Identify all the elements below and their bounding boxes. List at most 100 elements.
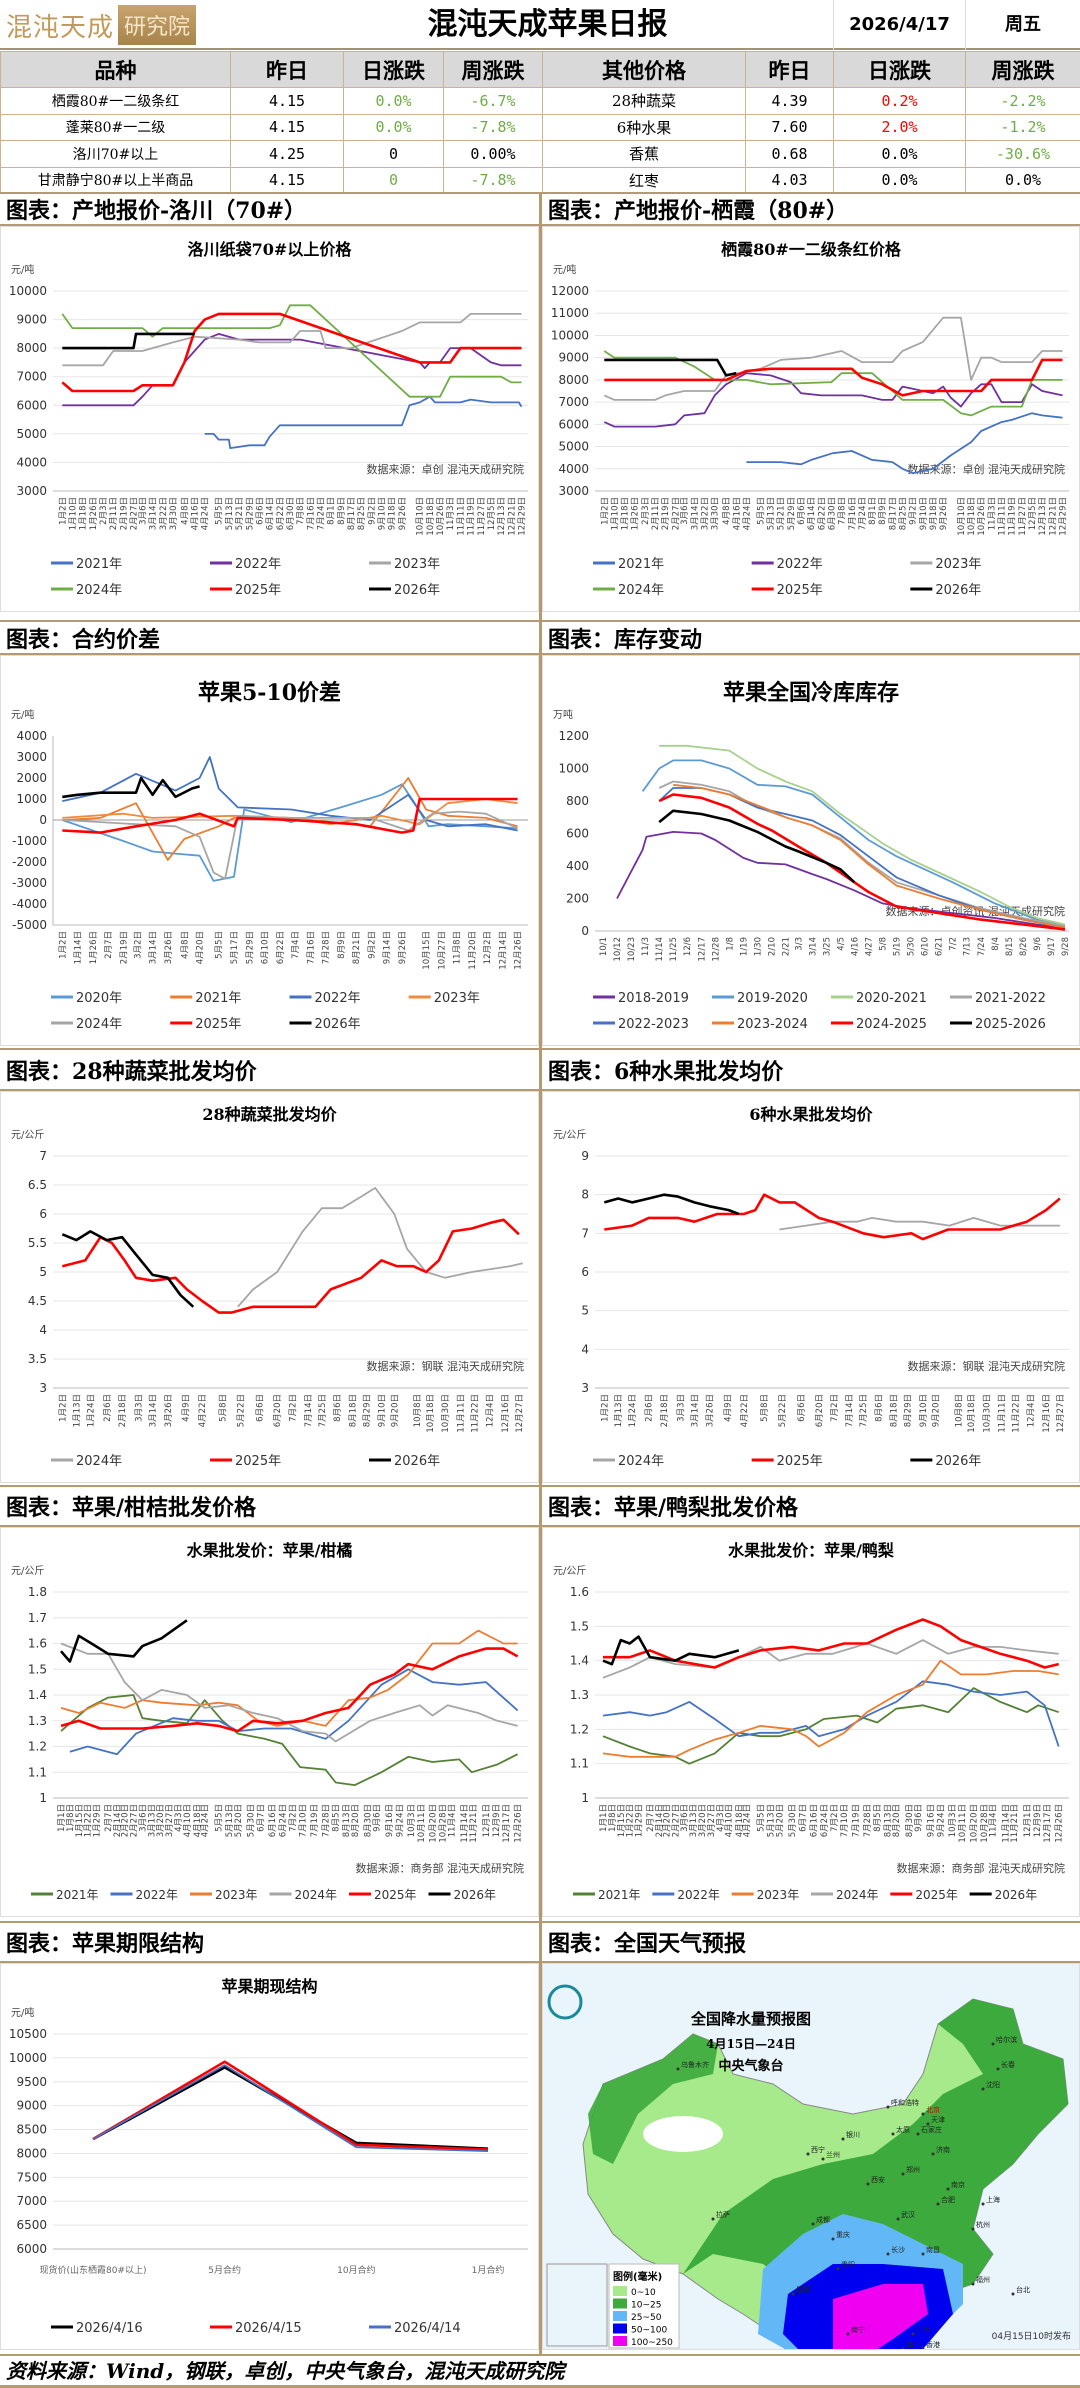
city-label: 南昌: [926, 2245, 940, 2254]
x-tick-label: 8月17日: [347, 497, 357, 530]
x-tick-label: 11月4日: [447, 1804, 457, 1837]
x-tick-label: 10月18日: [967, 497, 977, 536]
city-label: 杭州: [976, 2220, 990, 2229]
x-tick-label: 12月27日: [1056, 1394, 1066, 1433]
legend-label: 0~10: [631, 2288, 656, 2298]
x-tick-label: 5月5日: [215, 1804, 225, 1832]
x-tick-label: 9月6日: [372, 1804, 382, 1832]
map-issued-time: 04月15日10时发布: [992, 2330, 1071, 2342]
table-header-row: 品种 昨日 日涨跌 周涨跌 其他价格 昨日 日涨跌 周涨跌: [0, 51, 1080, 88]
x-tick-label: 8月5日: [873, 1804, 883, 1832]
y-tick-label: 6000: [558, 417, 589, 431]
series-line-2023年: [60, 1629, 518, 1727]
x-tick-label: 1月2日: [600, 1394, 610, 1422]
legend-label: 2023年: [394, 557, 440, 572]
series-line-2026/4/16: [92, 2066, 489, 2150]
x-tick-label: 5月22日: [778, 1394, 788, 1427]
legend-label: 2021年: [598, 1888, 641, 1902]
chart-title: 6种水果批发均价: [749, 1105, 873, 1124]
city-dot: [926, 2122, 930, 2126]
series-line-2022年: [69, 1668, 519, 1756]
x-tick-label: 1月18日: [79, 497, 89, 530]
y-tick-label: 7000: [16, 370, 47, 384]
y-tick-label: 7500: [16, 2170, 47, 2184]
x-tick-label: 1月15日: [617, 1804, 627, 1837]
y-tick-label: 3: [581, 1381, 589, 1395]
y-tick-label: 5: [39, 1265, 47, 1279]
legend-label: 2020年: [76, 991, 122, 1006]
x-tick-label: 5月20日: [234, 1804, 244, 1837]
city-label: 北京: [926, 2105, 940, 2114]
x-tick-label: 9/17: [1047, 937, 1057, 956]
x-tick-label: 3月14日: [149, 931, 159, 964]
city-label: 成都: [816, 2215, 830, 2224]
x-tick-label: 10月11日: [958, 1804, 968, 1843]
y-tick-label: 1.1: [28, 1765, 47, 1779]
y-unit-label: 元/吨: [11, 708, 34, 721]
x-tick-label: 6月16日: [268, 1804, 278, 1837]
x-tick-label: 7月28日: [863, 1804, 873, 1837]
city-dot: [1011, 2292, 1015, 2296]
y-tick-label: 9500: [16, 2075, 47, 2089]
y-tick-label: 6.5: [28, 1178, 47, 1192]
city-dot: [981, 2087, 985, 2091]
x-tick-label: 12月16日: [1042, 1394, 1052, 1433]
city-dot: [971, 2227, 975, 2231]
series-line-2025年: [60, 1647, 519, 1733]
x-tick-label: 3月30日: [169, 497, 179, 530]
city-label: 兰州: [826, 2150, 840, 2159]
x-tick-label: 3/25: [822, 937, 832, 956]
legend-label: 2022年: [677, 1888, 720, 1902]
x-tick-label: 1月10日: [68, 497, 78, 530]
series-line-2024年: [237, 1187, 523, 1308]
x-tick-label: 1月2日: [58, 497, 68, 525]
x-tick-label: 10月10日: [957, 497, 967, 536]
y-tick-label: 5: [581, 1304, 589, 1318]
x-tick-label: 5月5日: [215, 497, 225, 525]
x-tick-label: 1月14日: [74, 931, 84, 964]
x-tick-label: 9月2日: [909, 497, 919, 525]
x-tick-label: 9月26日: [939, 497, 949, 530]
x-tick-label: 2月27日: [130, 497, 140, 530]
chart-title: 水果批发价：苹果/柑橘: [187, 1541, 353, 1560]
city-dot: [921, 2347, 925, 2349]
x-tick-label: 12月5日: [1028, 497, 1038, 530]
y-tick-label: 3: [39, 1381, 47, 1395]
x-tick-label: 4/16: [850, 937, 860, 956]
x-tick-label: 1/30: [753, 937, 763, 956]
y-tick-label: 4000: [16, 455, 47, 469]
series-line-2026年: [604, 358, 737, 377]
city-dot: [931, 2152, 935, 2156]
legend-label: 2025年: [777, 1454, 823, 1469]
x-tick-label: 3月3日: [135, 1394, 145, 1422]
city-dot: [901, 2172, 905, 2176]
legend-label: 2019-2020: [737, 991, 808, 1006]
cell-oweek: 0.0%: [965, 166, 1080, 194]
cell-week: -7.8%: [443, 113, 543, 141]
x-tick-label: 8/4: [991, 937, 1001, 951]
series-line-2025年: [61, 312, 522, 393]
cell-oday: 0.0%: [833, 140, 966, 168]
x-tick-label: 5月5日: [756, 1804, 766, 1832]
x-tick-label: 10月3日: [948, 1804, 958, 1837]
x-tick-label: 3月27日: [165, 1804, 175, 1837]
series-line-2024年: [61, 304, 522, 398]
col-header: 其他价格: [542, 51, 746, 88]
city-label: 乌鲁木齐: [681, 2060, 709, 2069]
y-tick-label: 6: [581, 1265, 589, 1279]
y-tick-label: 10500: [9, 2027, 47, 2041]
legend-label: 2022年: [777, 557, 823, 572]
cell-day: 0.0%: [343, 87, 444, 115]
chart-title: 苹果期现结构: [221, 1977, 317, 1996]
x-tick-label: 8月9日: [878, 497, 888, 525]
data-source-note: 数据来源：卓创资讯 混沌天成研究院: [886, 904, 1066, 918]
x-tick-label: 10月8日: [954, 1394, 964, 1427]
x-tick-label: 7月24日: [858, 497, 868, 530]
x-tick-label: 7月8日: [838, 497, 848, 525]
x-tick-label: 7月16日: [306, 497, 316, 530]
legend-label: 2023年: [935, 557, 981, 572]
chart-panel: 苹果全国冷库库存 万吨 0 200 400 600 800 1000 1200 10/1 10/12…: [542, 655, 1080, 1046]
y-tick-label: 6000: [16, 398, 47, 412]
